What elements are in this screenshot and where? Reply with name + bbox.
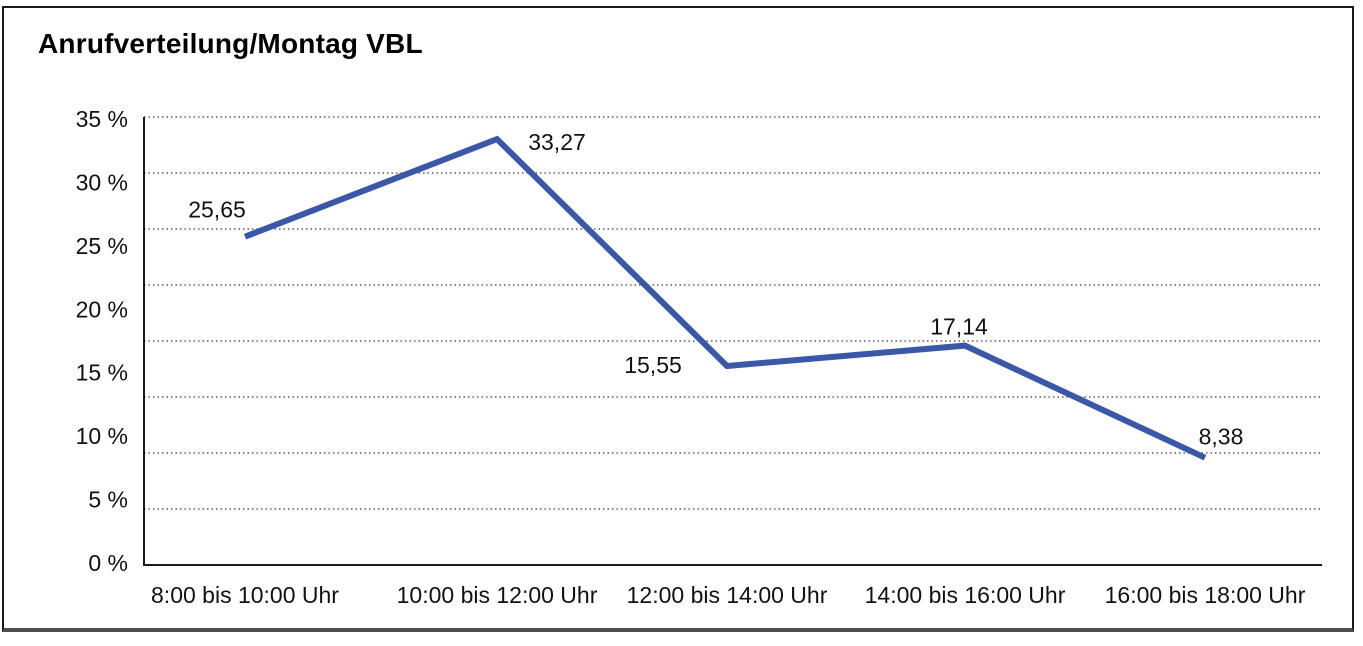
y-tick-label: 30 %	[76, 169, 128, 195]
data-labels: 25,65 33,27 15,55 17,14 8,38	[188, 129, 1243, 450]
x-tick-label: 16:00 bis 18:00 Uhr	[1105, 582, 1306, 608]
data-label: 25,65	[188, 197, 246, 223]
data-label: 33,27	[528, 129, 586, 155]
x-tick-label: 14:00 bis 16:00 Uhr	[865, 582, 1066, 608]
gridlines	[144, 116, 1322, 510]
y-tick-label: 10 %	[76, 423, 128, 449]
y-tick-label: 25 %	[76, 233, 128, 259]
y-tick-label: 35 %	[76, 106, 128, 132]
x-tick-label: 12:00 bis 14:00 Uhr	[627, 582, 828, 608]
y-tick-label: 5 %	[88, 487, 128, 513]
series-line	[243, 135, 1207, 461]
chart-title: Anrufverteilung/Montag VBL	[38, 28, 423, 59]
series-line-group	[243, 135, 1207, 461]
x-tick-label: 8:00 bis 10:00 Uhr	[151, 582, 339, 608]
data-label: 15,55	[624, 352, 682, 378]
x-tick-label: 10:00 bis 12:00 Uhr	[397, 582, 598, 608]
axes	[143, 117, 1322, 566]
x-axis-tick-labels: 8:00 bis 10:00 Uhr 10:00 bis 12:00 Uhr 12:…	[151, 582, 1306, 608]
y-axis-tick-labels: 35 % 30 % 25 % 20 % 15 % 10 % 5 % 0 %	[76, 106, 128, 576]
data-label: 8,38	[1199, 424, 1244, 450]
data-label: 17,14	[930, 314, 988, 340]
y-tick-label: 0 %	[88, 550, 128, 576]
y-tick-label: 15 %	[76, 360, 128, 386]
axis-lines	[143, 117, 1322, 566]
y-tick-label: 20 %	[76, 296, 128, 322]
